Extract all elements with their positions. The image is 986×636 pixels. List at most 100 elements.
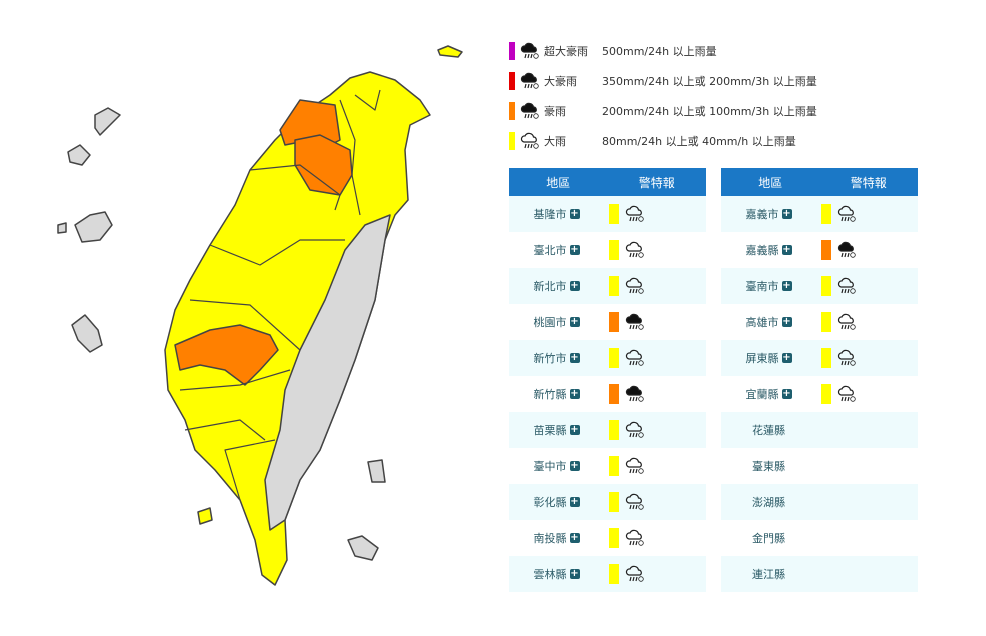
expand-plus-icon[interactable]: + bbox=[781, 208, 792, 219]
expand-plus-icon[interactable]: + bbox=[781, 388, 792, 399]
warning-swatch bbox=[821, 204, 831, 224]
city-name: 桃園市 bbox=[533, 316, 567, 329]
outlying-islands bbox=[57, 45, 463, 561]
city-name: 新竹市 bbox=[533, 352, 567, 365]
expand-plus-icon[interactable]: + bbox=[781, 352, 792, 363]
legend-name: 超大豪雨 bbox=[544, 45, 588, 58]
city-name: 南投縣 bbox=[533, 532, 567, 545]
warning-swatch bbox=[821, 312, 831, 332]
map-region-west-yellow[interactable] bbox=[164, 71, 431, 586]
warning-cell bbox=[604, 420, 706, 440]
col-region: 地區 bbox=[758, 175, 783, 190]
table-row[interactable]: 嘉義市 + bbox=[721, 196, 918, 232]
cloud-rain-outline-icon bbox=[625, 493, 644, 510]
table-row[interactable]: 雲林縣 + bbox=[509, 556, 706, 592]
table-row[interactable]: 臺中市 + bbox=[509, 448, 706, 484]
expand-plus-icon[interactable]: + bbox=[569, 568, 580, 579]
map-region-chiayi-county[interactable] bbox=[174, 324, 279, 386]
cloud-rain-filled-icon bbox=[625, 385, 644, 402]
table-row[interactable]: 新竹縣 + bbox=[509, 376, 706, 412]
expand-plus-icon[interactable]: + bbox=[781, 316, 792, 327]
warning-swatch bbox=[821, 240, 831, 260]
table-row[interactable]: 金門縣 bbox=[721, 520, 918, 556]
table-row[interactable]: 花蓮縣 bbox=[721, 412, 918, 448]
warning-swatch bbox=[609, 240, 619, 260]
expand-plus-icon[interactable]: + bbox=[569, 460, 580, 471]
table-row[interactable]: 基隆市 + bbox=[509, 196, 706, 232]
city-name: 屏東縣 bbox=[745, 352, 779, 365]
cloud-rain-outline-icon bbox=[625, 349, 644, 366]
warning-cell bbox=[816, 276, 918, 296]
cloud-rain-outline-icon bbox=[837, 313, 856, 330]
expand-plus-icon[interactable]: + bbox=[569, 496, 580, 507]
table-row[interactable]: 高雄市 + bbox=[721, 304, 918, 340]
cloud-rain-outline-icon bbox=[837, 385, 856, 402]
cloud-rain-outline-icon bbox=[625, 529, 644, 546]
legend-swatch bbox=[509, 72, 515, 90]
warning-cell bbox=[816, 240, 918, 260]
table-row[interactable]: 連江縣 bbox=[721, 556, 918, 592]
legend-swatch bbox=[509, 102, 515, 120]
legend-swatch bbox=[509, 132, 515, 150]
map-region-east-gray[interactable] bbox=[264, 214, 391, 531]
legend-item: 豪雨 200mm/24h 以上或 100mm/3h 以上雨量 bbox=[509, 96, 817, 126]
expand-plus-icon[interactable]: + bbox=[569, 388, 580, 399]
cloud-rain-outline-icon bbox=[837, 349, 856, 366]
warning-table-left: 地區 警特報 基隆市 + 臺北市 + 新北市 + 桃園市 + 新竹市 + 新竹縣 + 苗栗縣 + 臺中市 + 彰化縣… bbox=[509, 168, 706, 592]
table-row[interactable]: 彰化縣 + bbox=[509, 484, 706, 520]
city-name: 臺南市 bbox=[745, 280, 779, 293]
city-name: 金門縣 bbox=[752, 532, 785, 545]
table-row[interactable]: 臺東縣 bbox=[721, 448, 918, 484]
expand-plus-icon[interactable]: + bbox=[781, 244, 792, 255]
warning-cell bbox=[604, 348, 706, 368]
city-name: 連江縣 bbox=[752, 568, 785, 581]
warning-swatch bbox=[821, 276, 831, 296]
warning-cell bbox=[604, 312, 706, 332]
city-name: 雲林縣 bbox=[533, 568, 567, 581]
warning-cell bbox=[816, 348, 918, 368]
table-row[interactable]: 宜蘭縣 + bbox=[721, 376, 918, 412]
expand-plus-icon[interactable]: + bbox=[569, 208, 580, 219]
city-name: 苗栗縣 bbox=[533, 424, 567, 437]
warning-cell bbox=[604, 240, 706, 260]
table-row[interactable]: 澎湖縣 bbox=[721, 484, 918, 520]
city-name: 花蓮縣 bbox=[752, 424, 785, 437]
city-name: 新北市 bbox=[533, 280, 567, 293]
table-row[interactable]: 苗栗縣 + bbox=[509, 412, 706, 448]
warning-cell bbox=[816, 312, 918, 332]
table-row[interactable]: 桃園市 + bbox=[509, 304, 706, 340]
table-row[interactable]: 屏東縣 + bbox=[721, 340, 918, 376]
expand-plus-icon[interactable]: + bbox=[569, 280, 580, 291]
expand-plus-icon[interactable]: + bbox=[569, 424, 580, 435]
map-region-hsinchu-county[interactable] bbox=[294, 134, 353, 196]
warning-swatch bbox=[821, 384, 831, 404]
warning-cell bbox=[604, 384, 706, 404]
warning-cell bbox=[604, 456, 706, 476]
warning-cell bbox=[604, 276, 706, 296]
city-name: 澎湖縣 bbox=[752, 496, 785, 509]
legend-item: 大雨 80mm/24h 以上或 40mm/h 以上雨量 bbox=[509, 126, 817, 156]
col-region: 地區 bbox=[546, 175, 571, 190]
legend-desc: 350mm/24h 以上或 200mm/3h 以上雨量 bbox=[602, 75, 817, 88]
legend-item: 超大豪雨 500mm/24h 以上雨量 bbox=[509, 36, 817, 66]
table-row[interactable]: 南投縣 + bbox=[509, 520, 706, 556]
expand-plus-icon[interactable]: + bbox=[781, 280, 792, 291]
cloud-rain-outline-icon bbox=[625, 205, 644, 222]
table-row[interactable]: 新北市 + bbox=[509, 268, 706, 304]
expand-plus-icon[interactable]: + bbox=[569, 316, 580, 327]
legend-desc: 80mm/24h 以上或 40mm/h 以上雨量 bbox=[602, 135, 796, 148]
legend-item: 大豪雨 350mm/24h 以上或 200mm/3h 以上雨量 bbox=[509, 66, 817, 96]
warning-cell bbox=[604, 492, 706, 512]
table-row[interactable]: 臺南市 + bbox=[721, 268, 918, 304]
expand-plus-icon[interactable]: + bbox=[569, 244, 580, 255]
legend-swatch bbox=[509, 42, 515, 60]
expand-plus-icon[interactable]: + bbox=[569, 532, 580, 543]
expand-plus-icon[interactable]: + bbox=[569, 352, 580, 363]
table-row[interactable]: 臺北市 + bbox=[509, 232, 706, 268]
table-row[interactable]: 新竹市 + bbox=[509, 340, 706, 376]
warning-cell bbox=[604, 564, 706, 584]
city-name: 彰化縣 bbox=[533, 496, 567, 509]
table-row[interactable]: 嘉義縣 + bbox=[721, 232, 918, 268]
cloud-rain-outline-icon bbox=[837, 205, 856, 222]
taiwan-warning-map bbox=[57, 45, 463, 586]
